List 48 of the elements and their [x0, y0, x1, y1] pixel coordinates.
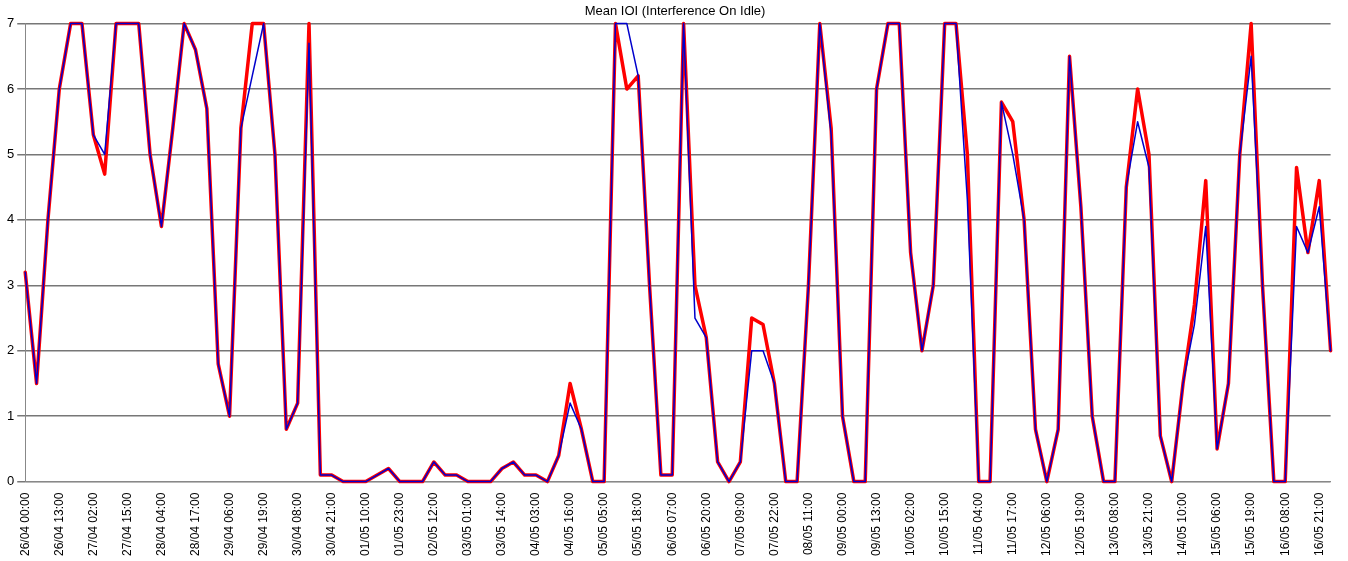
- x-tick-label: 12/05 19:00: [1073, 492, 1088, 557]
- x-tick-label: 10/05 15:00: [936, 492, 951, 557]
- chart-title: Mean IOI (Interference On Idle): [584, 3, 766, 19]
- x-tick-label: 06/05 20:00: [698, 492, 713, 557]
- x-tick-label: 30/04 08:00: [289, 492, 304, 557]
- x-tick-label: 06/05 07:00: [664, 492, 679, 557]
- x-tick-label: 16/05 08:00: [1277, 492, 1292, 557]
- x-tick-label: 04/05 16:00: [562, 492, 577, 557]
- x-tick-label: 26/04 13:00: [51, 492, 66, 557]
- x-tick-label: 29/04 19:00: [255, 492, 270, 557]
- x-tick-label: 14/05 10:00: [1175, 492, 1190, 557]
- x-tick-label: 27/04 15:00: [119, 492, 134, 557]
- y-tick-label: 0: [7, 473, 15, 489]
- x-tick-label: 09/05 13:00: [868, 492, 883, 557]
- x-tick-label: 15/05 19:00: [1243, 492, 1258, 557]
- x-tick-label: 01/05 23:00: [392, 492, 407, 557]
- x-tick-label: 29/04 06:00: [221, 492, 236, 557]
- x-tick-label: 03/05 14:00: [494, 492, 509, 557]
- x-tick-label: 11/05 04:00: [971, 492, 986, 556]
- x-tick-label: 13/05 21:00: [1141, 492, 1156, 557]
- x-tick-label: 28/04 17:00: [187, 492, 202, 557]
- y-tick-label: 2: [7, 342, 15, 358]
- y-tick-label: 4: [7, 211, 15, 227]
- x-tick-label: 07/05 22:00: [766, 492, 781, 557]
- x-tick-label: 15/05 06:00: [1209, 492, 1224, 557]
- x-tick-label: 26/04 00:00: [17, 492, 32, 557]
- y-tick-label: 7: [7, 15, 15, 31]
- x-tick-label: 12/05 06:00: [1039, 492, 1054, 557]
- x-tick-label: 02/05 12:00: [426, 492, 441, 557]
- x-tick-label: 16/05 21:00: [1311, 492, 1326, 557]
- x-tick-label: 09/05 00:00: [834, 492, 849, 557]
- x-tick-label: 10/05 02:00: [902, 492, 917, 557]
- x-tick-label: 11/05 17:00: [1005, 492, 1020, 556]
- x-tick-label: 05/05 18:00: [630, 492, 645, 557]
- x-tick-label: 07/05 09:00: [732, 492, 747, 557]
- x-tick-label: 13/05 08:00: [1107, 492, 1122, 557]
- y-tick-label: 6: [7, 80, 15, 96]
- x-tick-label: 01/05 10:00: [358, 492, 373, 557]
- y-tick-label: 5: [7, 146, 15, 162]
- x-tick-label: 28/04 04:00: [153, 492, 168, 557]
- x-tick-label: 27/04 02:00: [85, 492, 100, 557]
- x-tick-label: 30/04 21:00: [324, 492, 339, 557]
- y-tick-label: 1: [7, 407, 15, 423]
- x-tick-label: 08/05 11:00: [800, 492, 815, 556]
- x-tick-label: 05/05 05:00: [596, 492, 611, 557]
- x-tick-label: 04/05 03:00: [528, 492, 543, 557]
- x-tick-label: 03/05 01:00: [460, 492, 475, 557]
- y-tick-label: 3: [7, 276, 15, 292]
